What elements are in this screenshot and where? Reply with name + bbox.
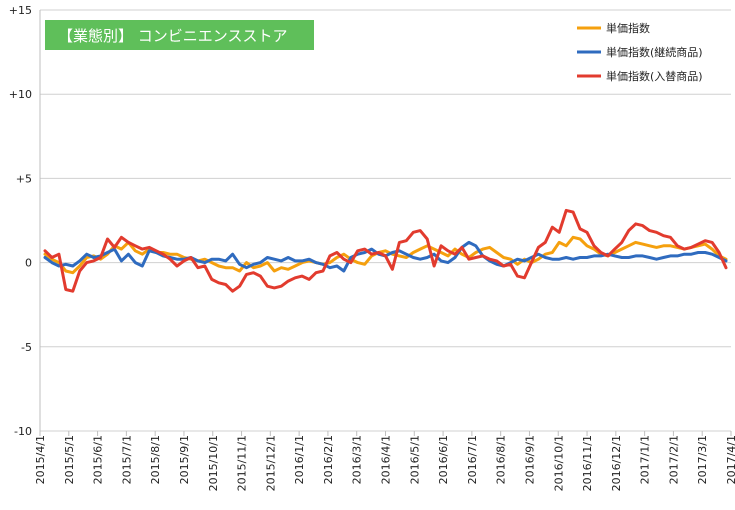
y-tick-label: +15 [9,4,32,17]
x-tick-label: 2016/6/1 [437,435,450,484]
x-tick-label: 2016/11/1 [581,435,594,491]
chart-title: 【業態別】 コンビニエンスストア [45,20,314,50]
x-tick-label: 2016/10/1 [552,435,565,491]
series-line [43,208,728,293]
x-tick-label: 2017/1/1 [639,435,652,484]
x-tick-label: 2016/8/1 [495,435,508,484]
x-tick-label: 2016/4/1 [380,435,393,484]
x-tick-label: 2016/5/1 [408,435,421,484]
x-tick-label: 2017/2/1 [667,435,680,484]
x-tick-label: 2017/4/1 [725,435,735,484]
x-tick-label: 2017/3/1 [696,435,709,484]
y-tick-label: 0 [25,257,32,270]
legend-label: 単価指数(入替商品) [606,69,703,83]
x-tick-label: 2015/5/1 [63,435,76,484]
x-tick-label: 2015/8/1 [149,435,162,484]
legend-label: 単価指数(継続商品) [606,45,703,59]
title-text: 【業態別】 コンビニエンスストア [58,27,287,45]
y-tick-label: +5 [16,172,32,185]
y-tick-label: -5 [21,341,32,354]
x-tick-label: 2016/1/1 [293,435,306,484]
x-tick-label: 2015/10/1 [207,435,220,491]
x-tick-label: 2015/11/1 [236,435,249,491]
x-tick-label: 2016/2/1 [322,435,335,484]
x-tick-label: 2015/12/1 [264,435,277,491]
x-tick-label: 2015/7/1 [120,435,133,484]
title-background [45,20,314,50]
y-tick-label: +10 [9,88,32,101]
x-tick-label: 2016/9/1 [523,435,536,484]
x-tick-label: 2015/6/1 [92,435,105,484]
x-tick-label: 2015/4/1 [34,435,47,484]
series-lines [43,208,728,293]
legend-label: 単価指数 [606,21,650,35]
x-tick-label: 2015/9/1 [178,435,191,484]
x-tick-label: 2016/12/1 [610,435,623,491]
y-tick-label: -10 [14,425,32,438]
x-tick-label: 2016/3/1 [351,435,364,484]
x-tick-label: 2016/7/1 [466,435,479,484]
